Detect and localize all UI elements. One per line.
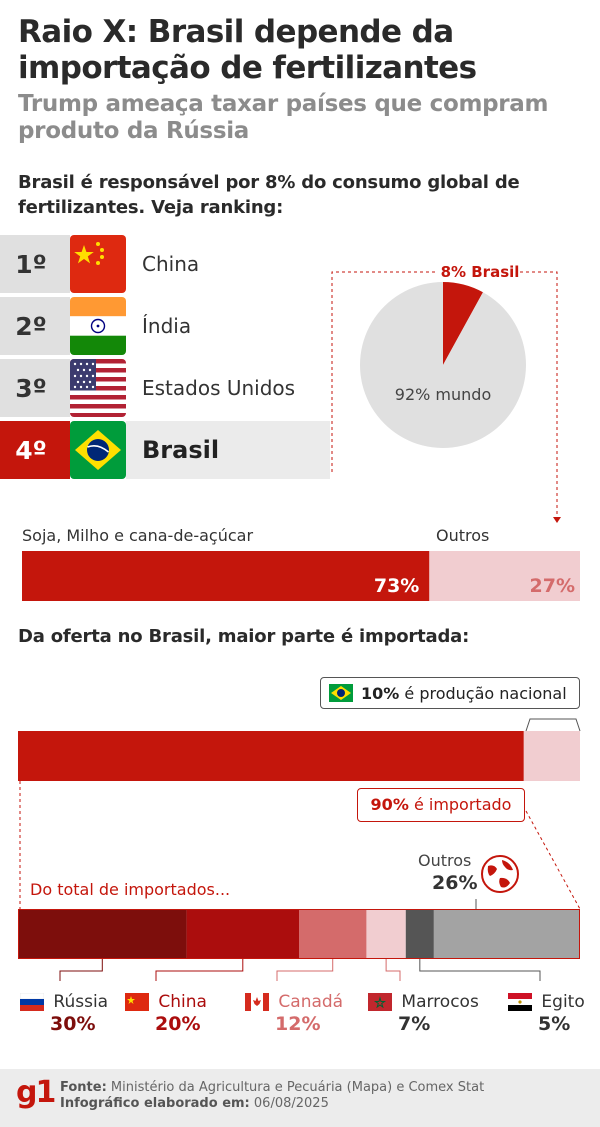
import-country-egypt: Egito 5% <box>508 992 585 1036</box>
ranking-row-3: 3º Estados Unidos <box>0 359 330 417</box>
ranking-row-4: 4º Brasil <box>0 421 330 479</box>
supply-connector-right <box>525 810 581 909</box>
crop-segment-outros <box>429 551 580 601</box>
imports-heading: Do total de importados... <box>30 880 231 899</box>
country-name: Estados Unidos <box>142 376 296 400</box>
crop-split-bar: 73% 27% <box>22 551 580 601</box>
crop-value-soja: 73% <box>374 575 419 597</box>
country-name: China <box>158 992 207 1012</box>
usa-flag-icon <box>70 359 126 417</box>
crop-segment-soja <box>22 551 430 601</box>
page-subtitle: Trump ameaça taxar países que compram pr… <box>18 91 549 144</box>
country-name: Marrocos <box>401 992 479 1012</box>
country-name: Brasil <box>142 436 220 464</box>
consumption-pie-chart: 8% Brasil 92% mundo <box>331 263 561 523</box>
import-segment-china <box>186 909 299 959</box>
imports-segments <box>18 909 580 959</box>
others-value: 26% <box>432 872 478 894</box>
country-name: Canadá <box>278 992 344 1012</box>
ranking-heading: Brasil é responsável por 8% do consumo g… <box>18 172 520 218</box>
china-flag-icon <box>125 993 149 1011</box>
india-flag-icon <box>70 297 126 355</box>
source-text: Ministério da Agricultura e Pecuária (Ma… <box>110 1080 485 1095</box>
highlight-background <box>126 421 330 479</box>
g1-logo: g1 <box>16 1075 56 1110</box>
egypt-flag-icon <box>508 993 532 1011</box>
imported-text: é importado <box>413 795 512 814</box>
supply-heading: Da oferta no Brasil, maior parte é impor… <box>18 626 470 647</box>
country-value: 12% <box>275 1013 321 1035</box>
footer-source: Fonte: Ministério da Agricultura e Pecuá… <box>60 1080 484 1112</box>
crop-label-soja: Soja, Milho e cana-de-açúcar <box>22 526 254 545</box>
pie-connector-left <box>331 271 438 472</box>
national-callout-bracket <box>525 718 581 732</box>
import-country-canada: Canadá 12% <box>245 992 343 1036</box>
country-value: 20% <box>155 1013 201 1035</box>
imports-leader-lines <box>59 959 541 981</box>
footer <box>0 1069 600 1127</box>
russia-flag-icon <box>20 993 44 1011</box>
import-country-china: China 20% <box>125 992 207 1036</box>
leader-line-canadá <box>276 959 334 981</box>
country-value: 5% <box>538 1013 571 1035</box>
pie-slice-brasil <box>443 282 483 365</box>
import-country-morocco: Marrocos 7% <box>368 992 479 1036</box>
country-name: China <box>142 252 200 276</box>
country-value: 7% <box>398 1013 431 1035</box>
country-name: Egito <box>541 992 585 1012</box>
pie-connector-right <box>520 271 558 517</box>
pie-connector-arrow <box>553 517 561 523</box>
date-label: Infográfico elaborado em: <box>60 1096 250 1111</box>
leader-line-rússia <box>59 959 103 981</box>
imported-callout: 90% é importado <box>357 788 525 822</box>
leader-line-marrocos <box>385 959 401 981</box>
import-segment-rússia <box>18 909 187 959</box>
pie-slices <box>359 282 526 448</box>
ranking-row-2: 2º Índia <box>0 297 330 355</box>
morocco-flag-icon <box>368 993 392 1011</box>
date-text: 06/08/2025 <box>253 1096 329 1111</box>
rank-number: 4º <box>0 421 70 479</box>
country-value: 30% <box>50 1013 96 1035</box>
crop-label-outros: Outros <box>436 526 490 545</box>
supply-segment-national <box>523 731 580 781</box>
imports-bar-border <box>18 909 580 959</box>
ranking-row-1: 1º China <box>0 235 330 293</box>
source-label: Fonte: <box>60 1080 107 1095</box>
supply-bar-chart <box>18 718 581 909</box>
country-name: Rússia <box>53 992 109 1012</box>
canada-flag-icon <box>245 993 269 1011</box>
leader-line-egito <box>419 959 541 981</box>
crop-value-outros: 27% <box>530 575 575 597</box>
globe-icon <box>481 855 519 893</box>
imports-bar-chart <box>18 899 580 981</box>
pie-label-mundo: 92% mundo <box>395 385 491 404</box>
national-text: é produção nacional <box>404 683 567 703</box>
import-segment-canadá <box>299 909 367 959</box>
rank-number: 1º <box>0 235 70 293</box>
country-name: Índia <box>142 314 192 338</box>
pie-slice-mundo <box>359 282 526 448</box>
brazil-flag-icon <box>329 684 353 702</box>
leader-line-china <box>155 959 244 981</box>
imported-pct: 90% <box>370 795 409 814</box>
import-segment-outros <box>433 909 580 959</box>
supply-segment-imported <box>18 731 524 781</box>
brazil-flag-icon <box>70 421 126 479</box>
page-title: Raio X: Brasil depende da importação de … <box>18 14 477 86</box>
rank-number: 3º <box>0 359 70 417</box>
import-segment-marrocos <box>366 909 406 959</box>
china-flag-icon <box>70 235 126 293</box>
others-label: Outros <box>418 851 472 870</box>
import-segment-egito <box>405 909 434 959</box>
import-country-russia: Rússia 30% <box>20 992 108 1036</box>
national-production-callout: 10% é produção nacional <box>320 677 580 709</box>
pie-label-brasil: 8% Brasil <box>441 263 520 281</box>
national-pct: 10% <box>361 683 400 703</box>
rank-number: 2º <box>0 297 70 355</box>
